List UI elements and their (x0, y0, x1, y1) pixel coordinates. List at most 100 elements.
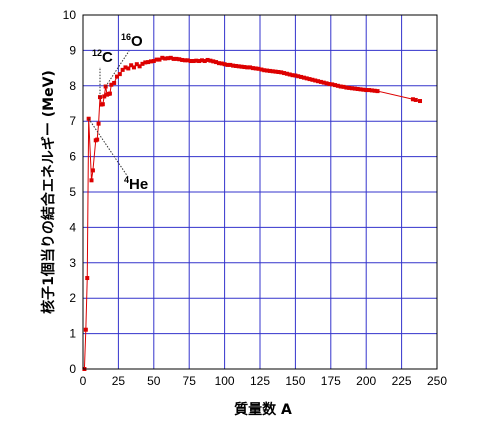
data-point (299, 74, 304, 79)
data-point (265, 68, 270, 73)
data-point (321, 80, 326, 85)
data-point (211, 59, 216, 64)
data-point (355, 86, 360, 91)
y-tick-label: 9 (69, 43, 76, 57)
x-tick-label: 25 (112, 374, 126, 388)
data-point (361, 87, 366, 92)
data-point (131, 65, 136, 70)
data-point (344, 85, 349, 90)
data-point (316, 79, 321, 84)
annotation-label: 12C (92, 48, 113, 66)
data-point (143, 60, 148, 65)
annotation-label: 4He (124, 175, 148, 193)
y-tick-label: 7 (69, 114, 76, 128)
data-point (95, 137, 100, 142)
data-point (253, 66, 258, 71)
data-point (165, 56, 170, 61)
data-point (330, 82, 335, 87)
data-point (90, 168, 95, 173)
data-point (100, 102, 105, 107)
data-point (154, 57, 159, 62)
data-point (83, 327, 88, 332)
data-point (364, 88, 369, 93)
data-point (129, 63, 134, 68)
x-tick-label: 250 (427, 374, 447, 388)
data-point (338, 84, 343, 89)
y-tick-label: 8 (69, 79, 76, 93)
x-tick-label: 175 (321, 374, 341, 388)
data-point (239, 64, 244, 69)
data-point (151, 59, 156, 64)
data-point (109, 82, 114, 87)
data-point (259, 67, 264, 72)
data-point (163, 56, 168, 61)
annotation-label: 16O (121, 32, 143, 50)
data-point (413, 97, 418, 102)
data-point (140, 61, 145, 66)
data-point (214, 60, 219, 65)
y-tick-label: 4 (69, 220, 76, 234)
data-point (304, 76, 309, 81)
y-tick-label: 0 (69, 362, 76, 376)
data-point (282, 71, 287, 76)
series-line (83, 57, 421, 370)
data-point (231, 63, 236, 68)
x-tick-label: 125 (250, 374, 270, 388)
data-point (171, 56, 176, 61)
plot-frame (82, 14, 438, 370)
data-point (301, 75, 306, 80)
data-point (372, 88, 377, 93)
data-point (410, 97, 415, 102)
y-tick-label: 2 (69, 291, 76, 305)
data-point (262, 68, 267, 73)
data-point (341, 84, 346, 89)
y-tick-label: 6 (69, 150, 76, 164)
data-point (318, 79, 323, 84)
data-point (279, 70, 284, 75)
data-point (270, 69, 275, 74)
data-point (273, 69, 278, 74)
data-point (157, 57, 162, 62)
data-point (191, 59, 196, 64)
data-point (107, 91, 112, 96)
data-point (307, 77, 312, 82)
data-point (267, 68, 272, 73)
x-tick-label: 100 (215, 374, 235, 388)
data-series (82, 55, 423, 371)
data-point (245, 65, 250, 70)
annotations: 12C 16O 4He (88, 32, 148, 193)
y-tick-label: 3 (69, 256, 76, 270)
data-point (216, 61, 221, 66)
data-point (146, 60, 151, 65)
data-point (324, 81, 329, 86)
data-point (248, 65, 253, 70)
data-point (194, 58, 199, 63)
x-tick-label: 50 (147, 374, 161, 388)
data-point (197, 59, 202, 64)
data-point (219, 61, 224, 66)
data-point (174, 56, 179, 61)
data-point (180, 57, 185, 62)
data-point (123, 65, 128, 70)
y-tick-label: 5 (69, 185, 76, 199)
data-point (188, 59, 193, 64)
tick-labels: 0 25 50 75 100 125 150 175 200 225 250 0 1 2 3 4 5 6 7 8 9 10 (63, 8, 448, 388)
data-point (296, 74, 301, 79)
data-point (205, 57, 210, 62)
data-point (168, 55, 173, 60)
data-point (137, 64, 142, 69)
data-point (126, 66, 131, 71)
data-point (134, 62, 139, 67)
data-point (242, 65, 247, 70)
annotation-leader (105, 50, 130, 87)
data-point (335, 83, 340, 88)
data-point (367, 88, 372, 93)
data-point (347, 85, 352, 90)
data-point (208, 58, 213, 63)
data-point (120, 67, 125, 72)
data-point (117, 72, 122, 77)
x-tick-label: 225 (392, 374, 412, 388)
data-point (148, 59, 153, 64)
data-point (112, 80, 117, 85)
